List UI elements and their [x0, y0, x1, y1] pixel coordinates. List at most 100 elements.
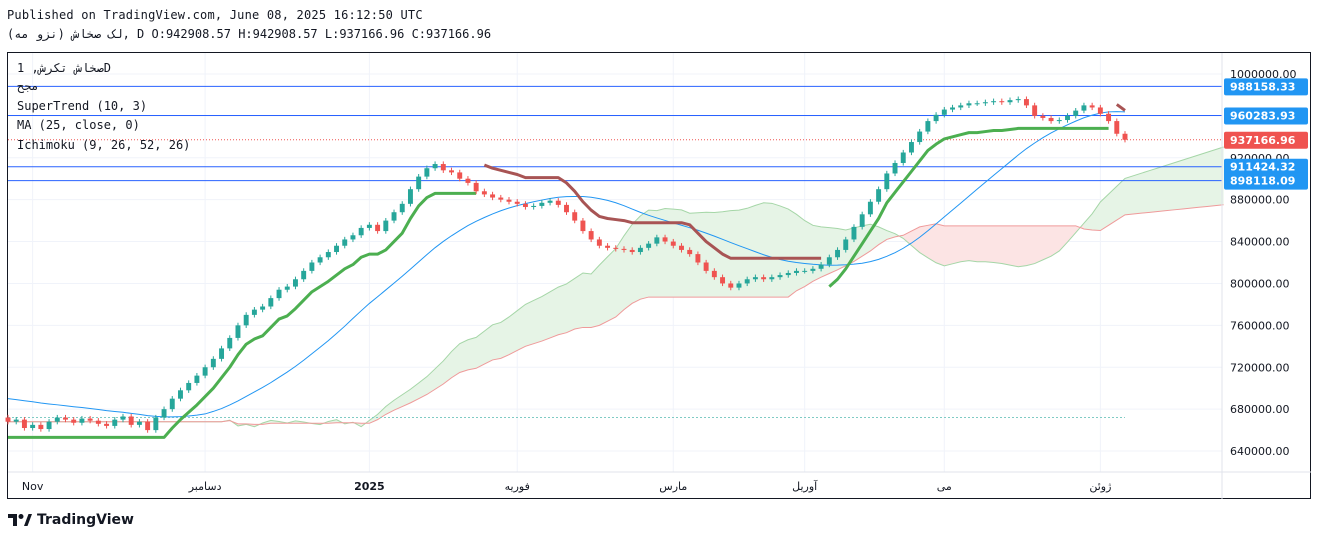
candle	[605, 243, 611, 251]
candle-body	[1097, 107, 1103, 114]
candle	[1048, 115, 1054, 124]
candle-body	[621, 248, 627, 250]
candle	[325, 249, 331, 260]
candle	[555, 198, 561, 208]
candle	[268, 295, 274, 310]
chart-frame[interactable]	[7, 52, 1311, 499]
candle	[260, 303, 266, 313]
candle-body	[547, 200, 553, 203]
candle	[169, 396, 175, 412]
candle-body	[383, 220, 389, 232]
candle-body	[194, 375, 200, 383]
candle-body	[744, 279, 750, 284]
candle	[202, 364, 208, 379]
candle-body	[572, 212, 578, 221]
candle-body	[728, 283, 734, 288]
candle-body	[178, 390, 183, 399]
candle	[1073, 107, 1079, 119]
candle-body	[481, 191, 487, 195]
candle-body	[317, 257, 323, 263]
x-tick-label: آوریل	[792, 479, 818, 493]
candle-body	[982, 102, 988, 104]
candle	[670, 238, 676, 249]
candle-body	[46, 421, 52, 430]
ichimoku-cloud-green	[8, 147, 1224, 427]
candle-body	[38, 424, 44, 430]
candle-body	[145, 421, 151, 431]
candle	[810, 266, 816, 274]
candle	[662, 234, 668, 245]
candle	[186, 380, 192, 393]
candle	[867, 199, 873, 217]
candle-body	[802, 270, 808, 272]
candle	[580, 217, 586, 234]
candle-body	[243, 314, 249, 326]
candle	[210, 356, 216, 370]
y-tick-label: 720000.00	[1230, 361, 1290, 374]
candle-body	[95, 420, 101, 424]
logo-text: TradingView	[37, 512, 134, 528]
published-line: Published on TradingView.com, June 08, 2…	[7, 8, 423, 22]
candle-body	[457, 172, 463, 179]
candle	[465, 176, 471, 186]
candle-body	[490, 194, 496, 198]
candle	[720, 274, 726, 287]
candle	[818, 261, 824, 272]
candle	[769, 274, 775, 282]
candle	[646, 241, 652, 251]
candle	[785, 270, 791, 278]
candle-body	[284, 286, 290, 290]
candle-body	[703, 262, 709, 271]
legend-ma[interactable]: MA (25, close, 0)	[17, 118, 140, 132]
candle-body	[736, 283, 742, 288]
candle-body	[350, 235, 356, 240]
candle-body	[292, 279, 298, 287]
candle-body	[202, 367, 208, 376]
candle	[531, 203, 537, 210]
candle-body	[399, 203, 405, 213]
candle-body	[1081, 105, 1087, 111]
x-tick-label: ژوئن	[1089, 480, 1111, 493]
candle-body	[810, 268, 816, 271]
tradingview-logo[interactable]: TradingView	[8, 512, 134, 528]
price-badge: 960283.93	[1224, 107, 1308, 125]
legend-ichimoku[interactable]: Ichimoku (9, 26, 52, 26)	[17, 138, 191, 152]
candle-body	[104, 423, 110, 426]
candle	[153, 414, 159, 433]
candle-body	[71, 419, 77, 423]
candle-body	[835, 249, 841, 258]
candle-body	[268, 298, 274, 307]
x-tick-label: می	[937, 480, 952, 493]
candle-body	[1106, 113, 1112, 122]
candle	[884, 170, 890, 192]
candle-body	[128, 416, 134, 425]
candle	[958, 102, 964, 111]
candle	[416, 173, 422, 192]
candle	[941, 106, 947, 118]
candle-body	[153, 417, 159, 431]
candle-body	[1007, 100, 1013, 103]
candle-body	[227, 337, 233, 349]
candle-body	[1056, 120, 1062, 122]
candle	[1114, 118, 1120, 137]
legend-symbol[interactable]: صخاش تکرش, 1D	[17, 61, 111, 75]
candle	[243, 312, 249, 328]
tradingview-logo-icon	[8, 514, 32, 526]
supertrend-down	[1115, 103, 1126, 112]
candle	[235, 322, 241, 341]
legend-supertrend[interactable]: SuperTrend (10, 3)	[17, 99, 148, 113]
candle-body	[999, 101, 1005, 103]
candle-body	[884, 173, 890, 190]
y-tick-label: 640000.00	[1230, 445, 1290, 458]
candle	[342, 236, 348, 249]
candle	[317, 254, 323, 266]
x-tick-label: دسامبر	[188, 480, 222, 493]
candle	[5, 414, 11, 425]
candle	[777, 272, 783, 280]
candle	[95, 418, 101, 427]
candle	[703, 259, 709, 274]
candle	[399, 201, 405, 215]
candle	[424, 165, 430, 180]
candle-body	[769, 277, 775, 280]
